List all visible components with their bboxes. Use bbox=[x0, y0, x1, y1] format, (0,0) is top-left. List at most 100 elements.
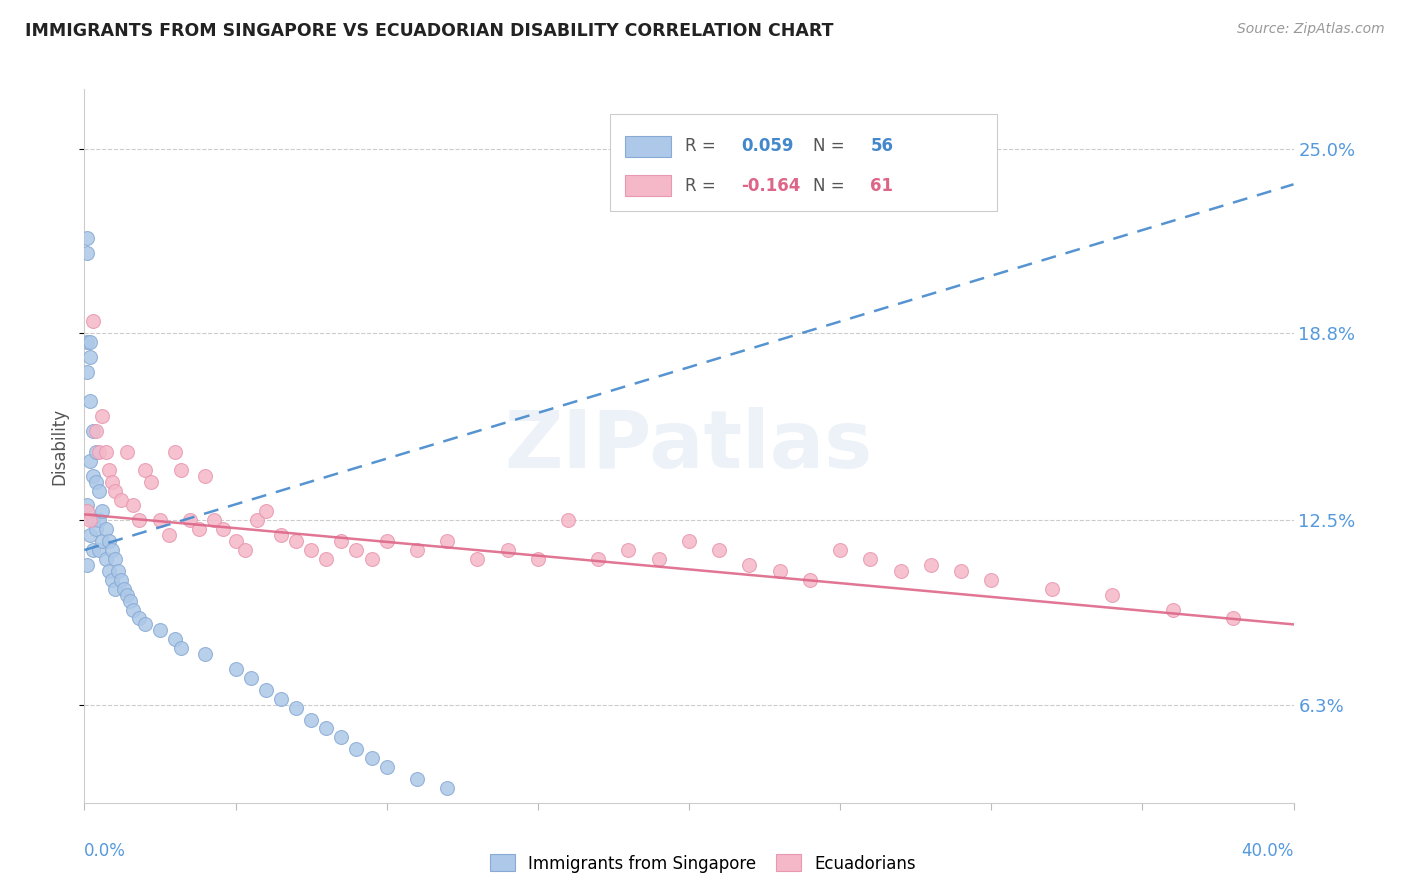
Point bbox=[360, 751, 382, 765]
Point bbox=[86, 475, 108, 489]
Point bbox=[799, 573, 821, 587]
Point bbox=[82, 513, 104, 527]
Point bbox=[859, 552, 882, 566]
Point bbox=[299, 713, 322, 727]
Point bbox=[91, 504, 114, 518]
Point bbox=[769, 564, 792, 578]
Point bbox=[79, 334, 101, 349]
Point bbox=[82, 468, 104, 483]
Point bbox=[97, 564, 120, 578]
Point bbox=[254, 682, 277, 697]
Point bbox=[76, 245, 98, 260]
Point bbox=[76, 558, 98, 572]
Point bbox=[202, 513, 225, 527]
Point bbox=[285, 700, 308, 714]
Point bbox=[76, 365, 98, 379]
Point bbox=[709, 543, 731, 558]
Point bbox=[467, 552, 489, 566]
Point bbox=[557, 513, 579, 527]
Point bbox=[97, 534, 120, 549]
Point bbox=[149, 513, 172, 527]
Point bbox=[165, 445, 187, 459]
Point bbox=[254, 504, 277, 518]
Point bbox=[82, 314, 104, 328]
Point bbox=[1101, 588, 1123, 602]
Point bbox=[346, 742, 368, 756]
Point bbox=[107, 564, 129, 578]
Point bbox=[830, 543, 852, 558]
Point bbox=[299, 543, 322, 558]
Point bbox=[121, 602, 143, 616]
Point bbox=[496, 543, 519, 558]
Point bbox=[315, 552, 337, 566]
Point bbox=[346, 543, 368, 558]
Point bbox=[157, 528, 180, 542]
Point bbox=[270, 691, 292, 706]
Point bbox=[97, 463, 120, 477]
Point bbox=[79, 528, 101, 542]
Point bbox=[139, 475, 162, 489]
Text: 40.0%: 40.0% bbox=[1241, 842, 1294, 860]
Point bbox=[225, 534, 247, 549]
Text: N =: N = bbox=[814, 177, 851, 194]
Point bbox=[94, 445, 117, 459]
Text: 61: 61 bbox=[870, 177, 893, 194]
Point bbox=[617, 543, 640, 558]
Point bbox=[110, 492, 132, 507]
Point bbox=[89, 513, 111, 527]
Point bbox=[76, 334, 98, 349]
Point bbox=[179, 513, 201, 527]
Text: 56: 56 bbox=[870, 137, 893, 155]
Point bbox=[920, 558, 942, 572]
Point bbox=[86, 445, 108, 459]
Point bbox=[1040, 582, 1063, 596]
Point bbox=[82, 543, 104, 558]
Point bbox=[330, 731, 353, 745]
Point bbox=[330, 534, 353, 549]
Point bbox=[588, 552, 610, 566]
Point bbox=[94, 552, 117, 566]
Point bbox=[86, 424, 108, 438]
Point bbox=[980, 573, 1002, 587]
Y-axis label: Disability: Disability bbox=[51, 408, 69, 484]
Point bbox=[285, 534, 308, 549]
Text: 0.059: 0.059 bbox=[741, 137, 793, 155]
Point bbox=[375, 534, 398, 549]
Point bbox=[79, 454, 101, 468]
Point bbox=[76, 231, 98, 245]
Text: ZIPatlas: ZIPatlas bbox=[505, 407, 873, 485]
Text: Source: ZipAtlas.com: Source: ZipAtlas.com bbox=[1237, 22, 1385, 37]
Point bbox=[86, 522, 108, 536]
Point bbox=[246, 513, 269, 527]
Point bbox=[79, 394, 101, 409]
Point bbox=[100, 475, 122, 489]
Legend: Immigrants from Singapore, Ecuadorians: Immigrants from Singapore, Ecuadorians bbox=[484, 847, 922, 880]
Text: N =: N = bbox=[814, 137, 851, 155]
Point bbox=[165, 632, 187, 647]
Point bbox=[194, 468, 217, 483]
Point bbox=[76, 499, 98, 513]
Point bbox=[79, 350, 101, 364]
Text: R =: R = bbox=[685, 177, 721, 194]
Point bbox=[89, 543, 111, 558]
Point bbox=[738, 558, 761, 572]
Point bbox=[170, 641, 193, 656]
Point bbox=[118, 593, 141, 607]
Point bbox=[100, 543, 122, 558]
Point bbox=[678, 534, 700, 549]
Point bbox=[91, 409, 114, 424]
Bar bbox=[624, 136, 671, 157]
Point bbox=[950, 564, 973, 578]
Point bbox=[270, 528, 292, 542]
Point bbox=[648, 552, 671, 566]
Point bbox=[527, 552, 550, 566]
Point bbox=[890, 564, 912, 578]
Point bbox=[194, 647, 217, 661]
Point bbox=[233, 543, 256, 558]
Point bbox=[89, 445, 111, 459]
Point bbox=[134, 463, 156, 477]
Point bbox=[89, 483, 111, 498]
Point bbox=[115, 588, 138, 602]
Point bbox=[212, 522, 235, 536]
Point bbox=[1161, 602, 1184, 616]
